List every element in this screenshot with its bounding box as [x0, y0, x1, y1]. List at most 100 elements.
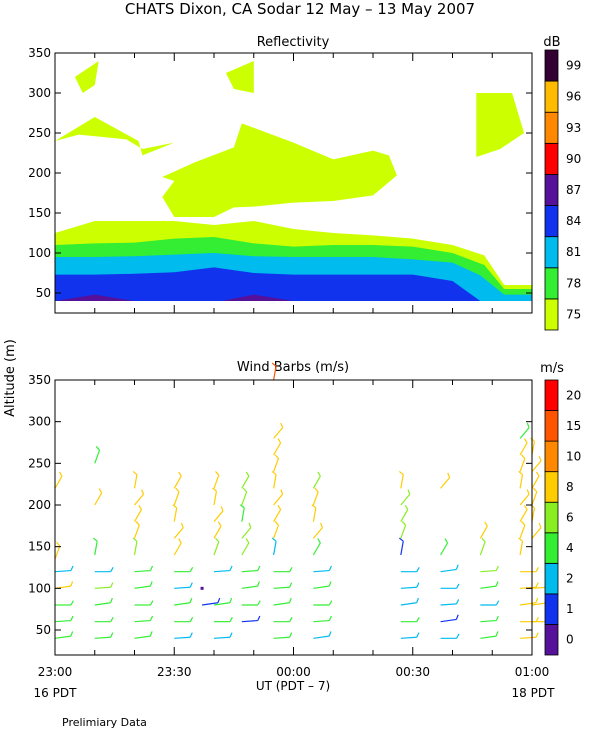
- wind-x-tick-label: 00:30: [395, 665, 430, 679]
- wind-colorbar-label: 2: [566, 572, 574, 586]
- wind-colorbar-label: 20: [566, 388, 581, 402]
- wind-barb: [213, 537, 220, 556]
- wind-barb: [398, 537, 404, 556]
- wind-y-tick-label: 50: [36, 623, 51, 637]
- reflectivity-colorbar: 75 78 81 84 87 90 93 96 99: [544, 49, 581, 331]
- wind-barb: [172, 504, 178, 522]
- wind-barb: [518, 470, 524, 489]
- reflectivity-contour-87-9: [55, 294, 135, 301]
- reflectivity-contour-75-3: [74, 61, 99, 93]
- wind-barb: [94, 597, 113, 606]
- wind-barb: [400, 566, 420, 573]
- wind-barb: [54, 581, 74, 589]
- wind-x-tick-label: 01:00: [515, 665, 550, 679]
- reflectivity-y-tick-label: 150: [28, 206, 51, 220]
- reflectivity-contour-75-5: [476, 93, 524, 157]
- reflectivity-colorbar-label: 87: [566, 183, 581, 197]
- wind-barb: [519, 521, 526, 539]
- reflectivity-title: Reflectivity: [257, 35, 330, 50]
- wind-barb: [174, 582, 193, 589]
- wind-barb: [271, 537, 277, 556]
- date-right-label: 18 PDT: [512, 686, 556, 700]
- wind-y-ticks: 50 100 150 200 250 300 350: [28, 373, 532, 637]
- wind-colorbar-swatch: [544, 532, 559, 564]
- wind-barb: [518, 537, 524, 556]
- wind-barb: [273, 454, 279, 472]
- wind-x-tick-label: 00:00: [276, 665, 311, 679]
- wind-barb: [241, 487, 248, 506]
- wind-barb: [440, 583, 460, 589]
- wind-barb: [480, 565, 499, 573]
- wind-barb: [173, 538, 182, 556]
- wind-barb: [440, 472, 451, 489]
- reflectivity-y-ticks: 50 100 150 200 250 300 350: [28, 46, 532, 300]
- wind-colorbar-unit: m/s: [540, 361, 564, 376]
- wind-barb: [273, 489, 284, 506]
- reflectivity-y-tick-label: 300: [28, 86, 51, 100]
- reflectivity-y-tick-label: 200: [28, 166, 51, 180]
- wind-barb: [273, 521, 279, 539]
- wind-barb: [133, 504, 143, 522]
- wind-barb: [519, 438, 528, 456]
- reflectivity-colorbar-swatch: [544, 298, 559, 331]
- wind-barb: [200, 586, 204, 590]
- wind-barb: [312, 538, 321, 556]
- wind-barb: [241, 538, 250, 556]
- wind-barb: [201, 597, 221, 606]
- wind-colorbar-swatch: [544, 562, 559, 595]
- wind-barb: [213, 506, 224, 523]
- wind-colorbar-swatch: [544, 410, 559, 442]
- wind-barb: [273, 422, 284, 439]
- wind-barb: [94, 582, 114, 589]
- wind-barb: [273, 597, 292, 606]
- wind-colorbar-swatch: [544, 593, 559, 625]
- reflectivity-colorbar-label: 93: [566, 121, 581, 135]
- wind-barb: [213, 597, 233, 606]
- wind-barb: [55, 600, 74, 606]
- wind-barb: [440, 538, 449, 556]
- wind-barb: [312, 471, 321, 489]
- wind-barb: [273, 566, 293, 573]
- wind-barb: [213, 471, 220, 489]
- reflectivity-colorbar-swatch: [544, 142, 559, 175]
- reflectivity-colorbar-swatch: [544, 174, 559, 206]
- wind-frame: [54, 379, 533, 656]
- wind-barb: [273, 616, 293, 623]
- wind-barb: [311, 504, 317, 522]
- wind-barb: [173, 487, 180, 506]
- wind-barb: [271, 362, 277, 381]
- wind-barb: [312, 522, 323, 539]
- wind-barb: [519, 504, 528, 522]
- wind-barb: [241, 581, 260, 589]
- reflectivity-contour-84-8: [55, 267, 481, 301]
- wind-barb: [133, 521, 140, 539]
- wind-barb: [213, 565, 233, 573]
- wind-barb: [313, 565, 332, 573]
- wind-y-tick-label: 350: [28, 373, 51, 387]
- wind-barb: [440, 633, 460, 639]
- wind-barb: [241, 615, 261, 623]
- wind-barb: [132, 470, 138, 489]
- wind-barb: [313, 631, 332, 639]
- wind-colorbar-swatch: [544, 379, 559, 411]
- reflectivity-colorbar-label: 96: [566, 90, 581, 104]
- wind-barb: [273, 582, 293, 589]
- wind-barb: [271, 470, 277, 489]
- wind-barb: [54, 471, 63, 489]
- wind-barb: [400, 521, 407, 539]
- reflectivity-colorbar-swatch: [544, 267, 559, 300]
- reflectivity-colorbar-label: 90: [566, 152, 581, 166]
- wind-barb: [134, 631, 153, 639]
- wind-barb: [312, 487, 319, 506]
- reflectivity-colorbar-label: 78: [566, 276, 581, 290]
- wind-barb: [134, 600, 154, 606]
- wind-x-tick-label: 23:00: [38, 665, 73, 679]
- wind-barb: [480, 615, 499, 623]
- wind-barb: [174, 566, 194, 573]
- wind-barb: [54, 541, 61, 560]
- reflectivity-colorbar-label: 99: [566, 59, 581, 73]
- wind-barb: [440, 564, 459, 573]
- wind-colorbar-label: 1: [566, 602, 574, 616]
- wind-barb: [214, 616, 233, 623]
- wind-barbs: [54, 362, 551, 639]
